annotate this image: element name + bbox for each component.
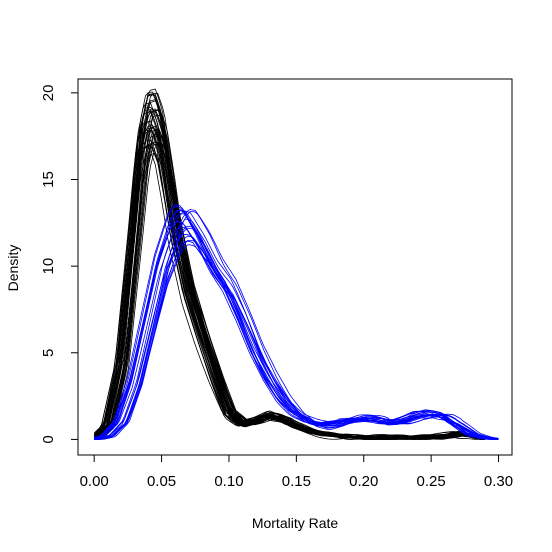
x-tick-label: 0.10 [214,473,243,490]
x-tick-label: 0.05 [147,473,176,490]
density-curve [93,142,486,440]
density-curve [94,152,486,440]
density-curve [93,144,486,440]
density-curve [93,102,486,440]
density-curve [93,88,486,440]
y-tick-label: 20 [40,85,57,102]
y-tick-label: 15 [40,171,57,188]
density-curve [94,143,486,440]
density-curve [94,220,499,440]
x-tick-label: 0.20 [349,473,378,490]
density-curve [94,109,486,440]
density-curve [94,227,499,440]
x-axis-label: Mortality Rate [252,515,339,531]
density-curve [94,204,499,440]
density-curve [94,109,486,440]
density-curve [94,221,499,440]
y-tick-label: 10 [40,258,57,275]
series-group-1 [93,88,486,440]
density-curve [94,143,486,440]
density-curve [94,135,486,440]
density-curve [93,145,486,440]
x-tick-label: 0.25 [417,473,446,490]
x-axis: 0.00 0.05 0.10 0.15 0.20 0.25 0.30 [80,454,513,490]
density-curve [93,145,486,440]
density-curve [94,100,486,440]
x-tick-label: 0.15 [282,473,311,490]
density-curve [94,235,499,440]
y-tick-label: 5 [40,349,57,357]
density-curve [93,111,486,440]
series-group-2 [94,204,499,440]
x-tick-label: 0.00 [80,473,109,490]
x-tick-label: 0.30 [484,473,513,490]
density-curve [93,109,486,440]
y-axis: 0 5 10 15 20 [40,85,79,444]
series-layer [93,88,499,440]
density-curve [93,109,486,440]
y-tick-label: 0 [40,435,57,443]
density-curve [93,127,486,440]
density-curve [93,111,486,440]
y-axis-label: Density [5,245,21,292]
